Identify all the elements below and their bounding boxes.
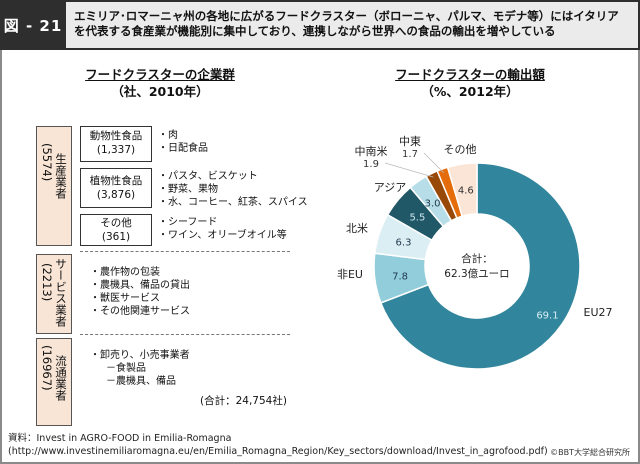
header-bar: 図 - 21 エミリア･ロマーニャ州の各地に広がるフードクラスター（ボローニャ、… [0, 0, 640, 50]
subgroup-other-name: その他 [100, 217, 132, 229]
subgroup-animal-name: 動物性食品 [89, 130, 143, 142]
subgroup-plant-items: ・パスタ、ビスケット ・野菜、果物 ・水、コーヒー、紅茶、スパイス [158, 170, 308, 209]
list-item: ・日配食品 [158, 143, 208, 154]
copyright: ©BBT大学総合研究所 [550, 448, 630, 457]
pie-category-label: アジア [374, 181, 407, 194]
category-distributors: 流通業者 (16967) [36, 338, 72, 426]
category-distributors-count: (16967) [40, 345, 54, 391]
category-services-count: (2213) [40, 263, 54, 302]
category-services-name: サービス業者 [54, 258, 68, 327]
left-section-title: フードクラスターの企業群 （社、2010年） [60, 66, 260, 100]
category-producers-name: 生産業者 [54, 153, 68, 199]
pie-category-label: 中東 [399, 135, 421, 148]
center-label-line1: 合計： [461, 252, 493, 265]
source-line2: (http://www.investinemiliaromagna.eu/en/… [8, 446, 548, 457]
subgroup-animal-items: ・肉 ・日配食品 [158, 129, 208, 155]
figure-title-line2: を代表する食産業が機能別に集中しており、連携しながら世界への食品の輸出を増やして… [74, 24, 556, 38]
category-producers: 生産業者 (5574) [36, 126, 72, 246]
list-item: ・肉 [158, 130, 178, 141]
subgroup-other-count: (361) [101, 231, 131, 243]
pie-category-label: その他 [444, 143, 477, 156]
distributors-items: ・卸売り、小売事業者 －食製品 －農機具、備品 [90, 349, 190, 388]
divider [80, 334, 290, 335]
list-item: ・その他関連サービス [90, 306, 190, 317]
list-item: －農機具、備品 [96, 376, 176, 387]
pie-value-label: 4.6 [458, 185, 474, 196]
pie-slice-その他 [446, 162, 478, 218]
chart-title: フードクラスターの輸出額 [395, 67, 545, 82]
list-item: ・野菜、果物 [158, 184, 218, 195]
list-item: ・農機具、備品の貸出 [90, 280, 190, 291]
content-frame [0, 50, 640, 464]
pie-category-label: EU27 [584, 306, 613, 319]
services-items: ・農作物の包装 ・農機具、備品の貸出 ・獣医サービス ・その他関連サービス [90, 266, 190, 318]
list-item: ・パスタ、ビスケット [158, 171, 258, 182]
pie-category-label: 非EU [337, 268, 363, 281]
right-section-title: フードクラスターの輸出額 （%、2012年） [370, 66, 570, 100]
subgroup-plant-name: 植物性食品 [89, 175, 143, 187]
left-title: フードクラスターの企業群 [85, 67, 235, 82]
list-item: ・卸売り、小売事業者 [90, 350, 190, 361]
pie-value-label: 1.7 [402, 149, 418, 160]
source-line1: 資料：Invest in AGRO-FOOD in Emilia-Romagna [8, 433, 232, 444]
subgroup-other-items: ・シーフード ・ワイン、オリーブオイル等 [158, 216, 287, 242]
subgroup-animal-count: (1,337) [96, 144, 136, 156]
list-item: ・獣医サービス [90, 293, 160, 304]
divider [80, 251, 290, 252]
left-subtitle: （社、2010年） [111, 84, 209, 99]
pie-value-label: 6.3 [396, 237, 412, 248]
list-item: －食製品 [96, 363, 146, 374]
pie-category-label: 中南米 [355, 145, 388, 158]
pie-value-label: 1.9 [363, 159, 379, 170]
category-services: サービス業者 (2213) [36, 254, 72, 334]
subgroup-plant-count: (3,876) [96, 189, 136, 201]
figure-number: 図 - 21 [3, 16, 63, 35]
source-note: 資料：Invest in AGRO-FOOD in Emilia-Romagna… [8, 432, 548, 458]
left-total: (合計：24,754社) [200, 395, 287, 407]
list-item: ・シーフード [158, 217, 218, 228]
pie-value-label: 3.0 [425, 198, 441, 209]
leader-line [384, 162, 434, 178]
category-producers-count: (5574) [40, 143, 54, 182]
category-distributors-name: 流通業者 [54, 355, 68, 401]
list-item: ・水、コーヒー、紅茶、スパイス [158, 197, 308, 208]
pie-value-label: 5.5 [409, 212, 425, 223]
center-label-line2: 62.3億ユーロ [444, 267, 509, 280]
subgroup-animal: 動物性食品 (1,337) [80, 126, 152, 162]
list-item: ・ワイン、オリーブオイル等 [158, 230, 287, 241]
subgroup-plant: 植物性食品 (3,876) [80, 168, 152, 208]
pie-slice-EU27 [379, 162, 581, 370]
figure-title: エミリア･ロマーニャ州の各地に広がるフードクラスター（ボローニャ、パルマ、モデナ… [66, 2, 638, 48]
list-item: ・農作物の包装 [90, 267, 160, 278]
figure-title-line1: エミリア･ロマーニャ州の各地に広がるフードクラスター（ボローニャ、パルマ、モデナ… [74, 9, 619, 23]
pie-value-label: 7.8 [392, 271, 408, 282]
leader-line [423, 152, 445, 174]
pie-category-label: 北米 [346, 222, 368, 235]
chart-subtitle: （%、2012年） [421, 84, 519, 99]
pie-value-label: 69.1 [536, 310, 558, 321]
subgroup-other: その他 (361) [80, 214, 152, 246]
